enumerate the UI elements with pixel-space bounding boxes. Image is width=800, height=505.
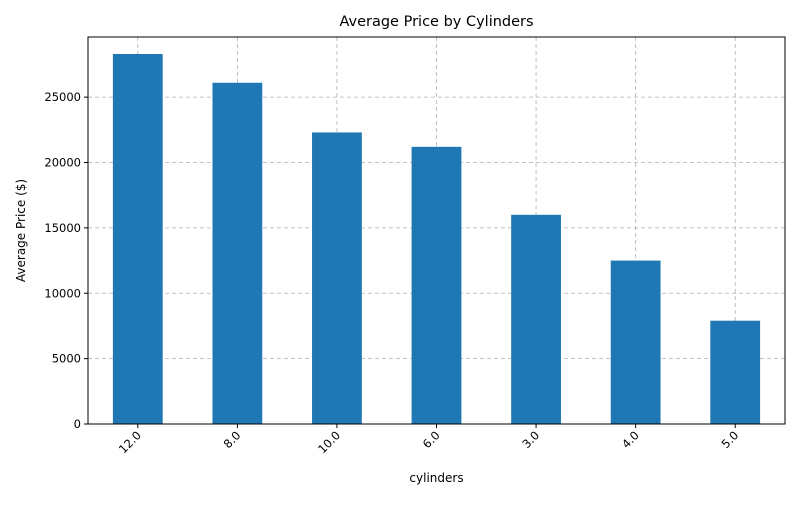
x-tick-label: 5.0 [718,428,741,451]
y-tick-label: 20000 [44,156,81,170]
bar [212,82,263,424]
bars-layer [112,53,761,425]
x-tick-label: 8.0 [221,428,244,451]
bar [112,53,163,425]
y-axis-ticks: 0 5000 10000 15000 20000 25000 [44,90,88,431]
y-tick-label: 15000 [44,221,81,235]
x-tick-label: 10.0 [315,428,343,456]
y-tick-label: 5000 [52,352,81,366]
chart-title: Average Price by Cylinders [339,14,533,30]
x-tick-label: 6.0 [420,428,443,451]
y-axis-label: Average Price ($) [14,179,28,282]
x-tick-label: 3.0 [519,428,542,451]
x-axis-label: cylinders [409,471,463,485]
y-tick-label: 10000 [44,286,81,300]
x-tick-label: 12.0 [116,428,144,456]
y-tick-label: 0 [74,417,81,431]
x-axis-ticks: 12.0 8.0 10.0 6.0 3.0 4.0 5.0 [116,424,741,456]
bar [511,214,561,424]
bar [610,260,661,424]
bar [411,146,462,424]
bar [312,132,362,424]
bar [710,320,761,424]
y-tick-label: 25000 [44,90,81,104]
x-tick-label: 4.0 [619,428,642,451]
